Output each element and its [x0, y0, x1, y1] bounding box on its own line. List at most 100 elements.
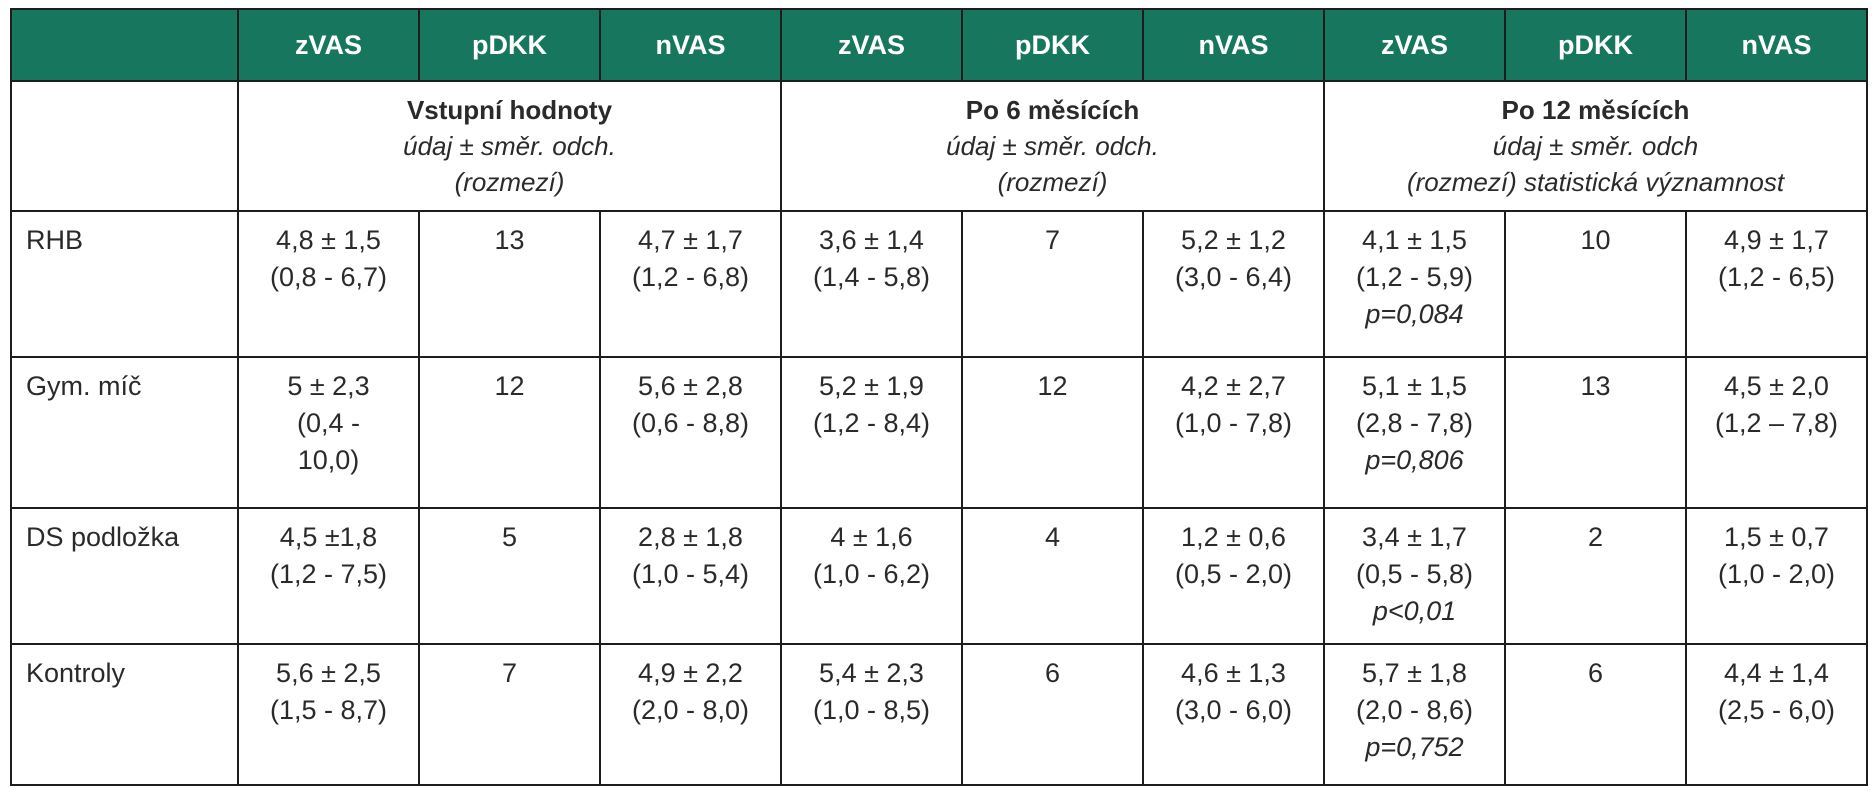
- cell-value: 7: [1044, 225, 1061, 255]
- row-label: Kontroly: [10, 643, 239, 786]
- table-cell: 7: [961, 210, 1144, 358]
- table-cell: 13: [418, 210, 601, 358]
- group-title: Vstupní hodnoty: [406, 95, 613, 125]
- table-cell: 4,9 ± 2,2 (2,0 - 8,0): [599, 643, 782, 786]
- cell-value: 5,6 ± 2,8: [638, 371, 743, 401]
- cell-value: 6: [1587, 658, 1604, 688]
- group-subtitle: údaj ± směr. odch: [1492, 131, 1699, 161]
- table-cell: 5: [418, 507, 601, 645]
- p-value: p=0,752: [1365, 732, 1464, 762]
- cell-value: 4 ± 1,6: [830, 522, 913, 552]
- cell-value: (2,0 - 8,6): [1355, 695, 1474, 725]
- table-cell: 12: [418, 356, 601, 509]
- cell-value: 5,1 ± 1,5: [1362, 371, 1467, 401]
- table-row: Kontroly 5,6 ± 2,5 (1,5 - 8,7) 7 4,9 ± 2,2 (2…: [10, 643, 1868, 786]
- table-cell: 4,2 ± 2,7 (1,0 - 7,8): [1142, 356, 1325, 509]
- table-row: Gym. míč 5 ± 2,3 (0,4 - 10,0) 12 5,6 ± 2,8 (0,…: [10, 356, 1868, 509]
- table-cell: 4,9 ± 1,7 (1,2 - 6,5): [1685, 210, 1868, 358]
- table-cell: 10: [1504, 210, 1687, 358]
- cell-value: 10,0): [297, 445, 360, 475]
- cell-value: 4,9 ± 2,2: [638, 658, 743, 688]
- cell-value: 2,8 ± 1,8: [638, 522, 743, 552]
- cell-value: (1,0 - 7,8): [1174, 408, 1293, 438]
- table-cell: 3,6 ± 1,4 (1,4 - 5,8): [780, 210, 963, 358]
- cell-value: 5,2 ± 1,9: [819, 371, 924, 401]
- p-value: p<0,01: [1372, 596, 1457, 626]
- cell-value: 13: [494, 225, 525, 255]
- cell-value: 2: [1587, 522, 1604, 552]
- group-cell-12-months: Po 12 měsících údaj ± směr. odch (rozmez…: [1323, 80, 1868, 212]
- cell-value: (2,5 - 6,0): [1717, 695, 1836, 725]
- table-row: RHB 4,8 ± 1,5 (0,8 - 6,7) 13 4,7 ± 1,7 (1,2 -…: [10, 210, 1868, 358]
- cell-value: (1,4 - 5,8): [812, 262, 931, 292]
- table-cell: 4,6 ± 1,3 (3,0 - 6,0): [1142, 643, 1325, 786]
- group-subtitle: údaj ± směr. odch.: [403, 131, 616, 161]
- cell-value: 5,7 ± 1,8: [1362, 658, 1467, 688]
- table-wrapper: zVAS pDKK nVAS zVAS pDKK nVAS zVAS pDKK …: [10, 8, 1868, 786]
- header-cell-zvas: zVAS: [1323, 8, 1506, 82]
- table-cell: 5 ± 2,3 (0,4 - 10,0): [237, 356, 420, 509]
- table-cell: 6: [1504, 643, 1687, 786]
- table-cell: 2: [1504, 507, 1687, 645]
- table-cell: 2,8 ± 1,8 (1,0 - 5,4): [599, 507, 782, 645]
- group-title: Po 12 měsících: [1501, 95, 1690, 125]
- cell-value: (1,2 - 6,8): [631, 262, 750, 292]
- header-row: zVAS pDKK nVAS zVAS pDKK nVAS zVAS pDKK …: [10, 8, 1868, 82]
- cell-value: 5,2 ± 1,2: [1181, 225, 1286, 255]
- cell-value: (3,0 - 6,4): [1174, 262, 1293, 292]
- cell-value: (0,5 - 2,0): [1174, 559, 1293, 589]
- header-cell-nvas: nVAS: [1685, 8, 1868, 82]
- table-cell: 3,4 ± 1,7 (0,5 - 5,8) p<0,01: [1323, 507, 1506, 645]
- header-cell-pdkk: pDKK: [961, 8, 1144, 82]
- cell-value: 5,4 ± 2,3: [819, 658, 924, 688]
- table-cell: 4,8 ± 1,5 (0,8 - 6,7): [237, 210, 420, 358]
- cell-value: 4,7 ± 1,7: [638, 225, 743, 255]
- row-label: Gym. míč: [10, 356, 239, 509]
- cell-value: (1,5 - 8,7): [269, 695, 388, 725]
- table-cell: 1,2 ± 0,6 (0,5 - 2,0): [1142, 507, 1325, 645]
- table-cell: 13: [1504, 356, 1687, 509]
- table-cell: 5,1 ± 1,5 (2,8 - 7,8) p=0,806: [1323, 356, 1506, 509]
- row-label: RHB: [10, 210, 239, 358]
- p-value: p=0,084: [1365, 299, 1464, 329]
- cell-value: (0,6 - 8,8): [631, 408, 750, 438]
- group-title: Po 6 měsících: [965, 95, 1140, 125]
- cell-value: (1,0 - 2,0): [1717, 559, 1836, 589]
- table-cell: 4,5 ± 2,0 (1,2 – 7,8): [1685, 356, 1868, 509]
- cell-value: 5,6 ± 2,5: [276, 658, 381, 688]
- cell-value: 12: [1037, 371, 1068, 401]
- cell-value: (1,2 - 5,9): [1355, 262, 1474, 292]
- cell-value: (0,5 - 5,8): [1355, 559, 1474, 589]
- table-cell: 7: [418, 643, 601, 786]
- cell-value: 10: [1580, 225, 1611, 255]
- cell-value: 3,4 ± 1,7: [1362, 522, 1467, 552]
- header-cell-zvas: zVAS: [780, 8, 963, 82]
- cell-value: 4,2 ± 2,7: [1181, 371, 1286, 401]
- table-cell: 4: [961, 507, 1144, 645]
- cell-value: (1,2 - 7,5): [269, 559, 388, 589]
- cell-value: 4,1 ± 1,5: [1362, 225, 1467, 255]
- cell-value: 5 ± 2,3: [287, 371, 370, 401]
- group-subtitle: (rozmezí) statistická významnost: [1406, 167, 1785, 197]
- cell-value: 4,4 ± 1,4: [1724, 658, 1829, 688]
- cell-value: 4,5 ± 2,0: [1724, 371, 1829, 401]
- group-cell-6-months: Po 6 měsících údaj ± směr. odch. (rozmez…: [780, 80, 1325, 212]
- table-cell: 5,6 ± 2,8 (0,6 - 8,8): [599, 356, 782, 509]
- cell-value: (3,0 - 6,0): [1174, 695, 1293, 725]
- cell-value: 5: [501, 522, 518, 552]
- cell-value: 1,2 ± 0,6: [1181, 522, 1286, 552]
- table-cell: 5,4 ± 2,3 (1,0 - 8,5): [780, 643, 963, 786]
- group-cell-empty: [10, 80, 239, 212]
- header-cell-empty: [10, 8, 239, 82]
- table-cell: 5,6 ± 2,5 (1,5 - 8,7): [237, 643, 420, 786]
- cell-value: 4,8 ± 1,5: [276, 225, 381, 255]
- cell-value: 6: [1044, 658, 1061, 688]
- results-table: zVAS pDKK nVAS zVAS pDKK nVAS zVAS pDKK …: [10, 8, 1868, 786]
- cell-value: 4,9 ± 1,7: [1724, 225, 1829, 255]
- group-subtitle: (rozmezí): [454, 167, 565, 197]
- table-cell: 4,5 ±1,8 (1,2 - 7,5): [237, 507, 420, 645]
- table-cell: 12: [961, 356, 1144, 509]
- cell-value: 4,6 ± 1,3: [1181, 658, 1286, 688]
- table-row: DS podložka 4,5 ±1,8 (1,2 - 7,5) 5 2,8 ± 1,8…: [10, 507, 1868, 645]
- table-cell: 5,7 ± 1,8 (2,0 - 8,6) p=0,752: [1323, 643, 1506, 786]
